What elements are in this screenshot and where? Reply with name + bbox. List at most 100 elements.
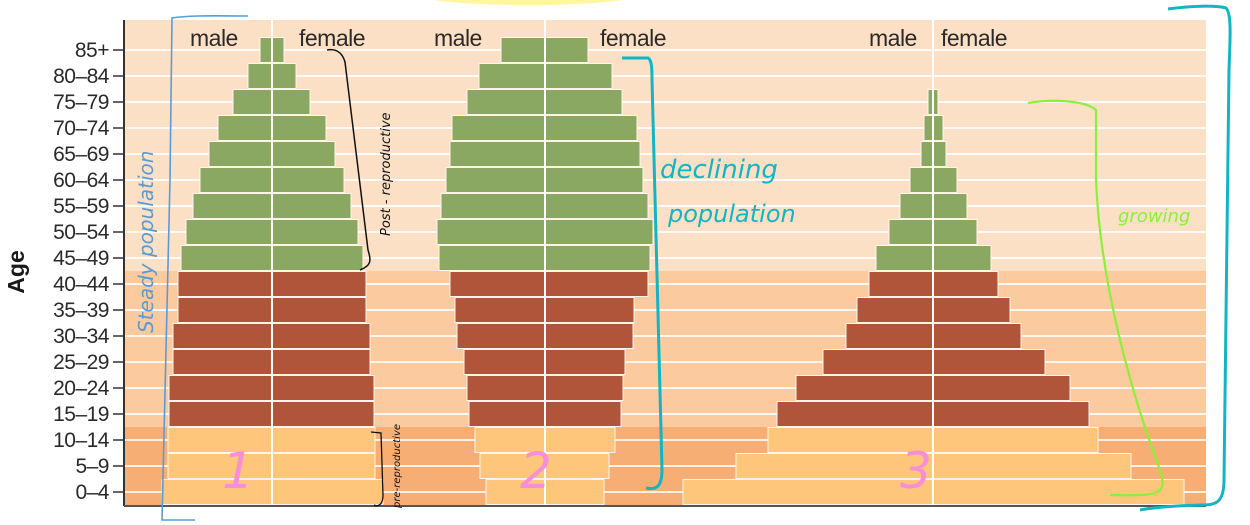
bar-pyramid-1-female xyxy=(271,219,359,245)
bar-pyramid-3-male xyxy=(682,479,934,505)
pyramid-1-male-label: male xyxy=(190,25,238,51)
bar-pyramid-1-female xyxy=(271,89,311,115)
bar-pyramid-2-male xyxy=(466,375,546,401)
bar-pyramid-3-male xyxy=(875,245,934,271)
pyramid-3-female-label: female xyxy=(941,25,1007,51)
bar-pyramid-1-female xyxy=(271,63,297,89)
bar-pyramid-3-male xyxy=(767,427,934,453)
y-tick-label: 70–74 xyxy=(53,117,110,140)
y-tick-label: 5–9 xyxy=(75,455,109,478)
bar-pyramid-2-male xyxy=(466,89,546,115)
outer-teal-bracket-mark xyxy=(1139,4,1232,512)
bar-pyramid-3-female xyxy=(932,427,1099,453)
bar-pyramid-3-male xyxy=(923,115,934,141)
bar-pyramid-1-male xyxy=(192,193,273,219)
bar-pyramid-2-male xyxy=(449,141,546,167)
bar-pyramid-2-female xyxy=(544,297,635,323)
y-tick-label: 35–39 xyxy=(53,299,109,322)
bar-pyramid-3-male xyxy=(856,297,934,323)
y-tick-label: 30–34 xyxy=(53,325,110,348)
bar-pyramid-3-male xyxy=(920,141,934,167)
bar-pyramid-3-male xyxy=(899,193,934,219)
bar-pyramid-2-male xyxy=(445,167,546,193)
bar-pyramid-3-male xyxy=(909,167,934,193)
bar-pyramid-1-female xyxy=(271,349,371,375)
y-tick-label: 65–69 xyxy=(53,143,109,166)
bar-pyramid-2-male xyxy=(468,401,546,427)
steady-bracket-mark xyxy=(161,15,249,521)
bar-pyramid-2-female xyxy=(544,141,641,167)
pyramid-2-female-label: female xyxy=(600,25,666,51)
bar-pyramid-1-male xyxy=(168,401,273,427)
y-tick-label: 20–24 xyxy=(53,377,110,400)
y-axis xyxy=(113,20,1206,507)
bar-pyramid-3-female xyxy=(932,219,978,245)
bar-pyramid-2-female xyxy=(544,245,651,271)
bar-pyramid-2-male xyxy=(436,219,546,245)
bar-pyramid-3-female xyxy=(932,453,1132,479)
bar-pyramid-1-female xyxy=(271,115,327,141)
bar-pyramid-3-female xyxy=(932,193,968,219)
bar-pyramid-1-female xyxy=(271,453,376,479)
pyramid-3-number: 3 xyxy=(900,442,932,500)
bar-pyramid-1-male xyxy=(177,271,273,297)
pyramid-2-number: 2 xyxy=(520,442,552,500)
y-tick-label: 75–79 xyxy=(53,91,109,114)
bar-pyramid-1-female xyxy=(271,167,345,193)
bar-pyramid-1-female xyxy=(271,427,376,453)
bar-pyramid-3-male xyxy=(795,375,934,401)
y-axis-title: Age xyxy=(3,250,29,293)
y-tick-label: 55–59 xyxy=(53,195,109,218)
bar-pyramid-1-male xyxy=(232,89,273,115)
y-tick-label: 80–84 xyxy=(53,65,110,88)
growing-bracket-mark xyxy=(1027,99,1164,497)
bar-pyramid-2-female xyxy=(544,115,638,141)
bar-pyramid-1-male xyxy=(199,167,273,193)
bar-pyramid-3-female xyxy=(932,375,1071,401)
y-tick-label: 85+ xyxy=(75,39,109,62)
bar-pyramid-1-male xyxy=(167,453,273,479)
y-tick-label: 25–29 xyxy=(53,351,109,374)
bar-pyramid-2-male xyxy=(456,323,546,349)
bar-pyramid-3-female xyxy=(932,401,1090,427)
bar-pyramid-3-female xyxy=(932,323,1022,349)
bar-pyramid-2-female xyxy=(544,271,649,297)
bar-pyramid-1-female xyxy=(271,141,336,167)
bar-pyramid-1-male xyxy=(172,349,273,375)
post-reproductive-bracket-mark xyxy=(326,48,371,271)
pyramid-1-number: 1 xyxy=(222,442,254,500)
bar-pyramid-2-female xyxy=(544,453,610,479)
pre-reproductive-bracket-mark xyxy=(370,431,384,507)
bar-pyramid-3-female xyxy=(932,115,944,141)
bar-pyramid-1-male xyxy=(208,141,273,167)
y-tick-label: 10–14 xyxy=(53,429,110,452)
post-reproductive-annotation: Post - reproductive xyxy=(379,112,394,236)
y-tick-label: 50–54 xyxy=(53,221,110,244)
bar-pyramid-1-female xyxy=(271,401,375,427)
y-tick-labels: 85+ 80–84 75–79 70–74 65–69 60–64 55–59 50–54 45… xyxy=(53,39,110,504)
bar-pyramid-2-female xyxy=(544,167,644,193)
pre-reproductive-annotation: pre-reproductive xyxy=(392,424,403,509)
bar-pyramid-1-male xyxy=(168,375,273,401)
bar-pyramid-3-female xyxy=(932,141,947,167)
bar-pyramid-1-male xyxy=(172,323,273,349)
bar-pyramid-2-female xyxy=(544,193,649,219)
y-tick-label: 40–44 xyxy=(53,273,110,296)
declining-annotation-line1: declining xyxy=(660,155,778,185)
bar-pyramid-1-female xyxy=(271,245,364,271)
bar-pyramid-3-female xyxy=(932,349,1046,375)
bar-pyramid-3-female xyxy=(932,297,1011,323)
bar-pyramid-2-female xyxy=(544,219,654,245)
bar-pyramid-2-male xyxy=(463,349,546,375)
yellow-highlight-mark xyxy=(433,0,623,5)
bar-pyramid-1-female xyxy=(271,297,367,323)
bar-pyramid-2-male xyxy=(438,245,546,271)
center-lines xyxy=(271,20,934,505)
bar-pyramid-2-male xyxy=(500,37,546,63)
bar-pyramid-2-female xyxy=(544,89,623,115)
bar-pyramid-2-male xyxy=(485,479,546,505)
bar-pyramid-1-male xyxy=(247,63,273,89)
bar-pyramid-1-female xyxy=(271,271,367,297)
y-tick-label: 60–64 xyxy=(53,169,110,192)
